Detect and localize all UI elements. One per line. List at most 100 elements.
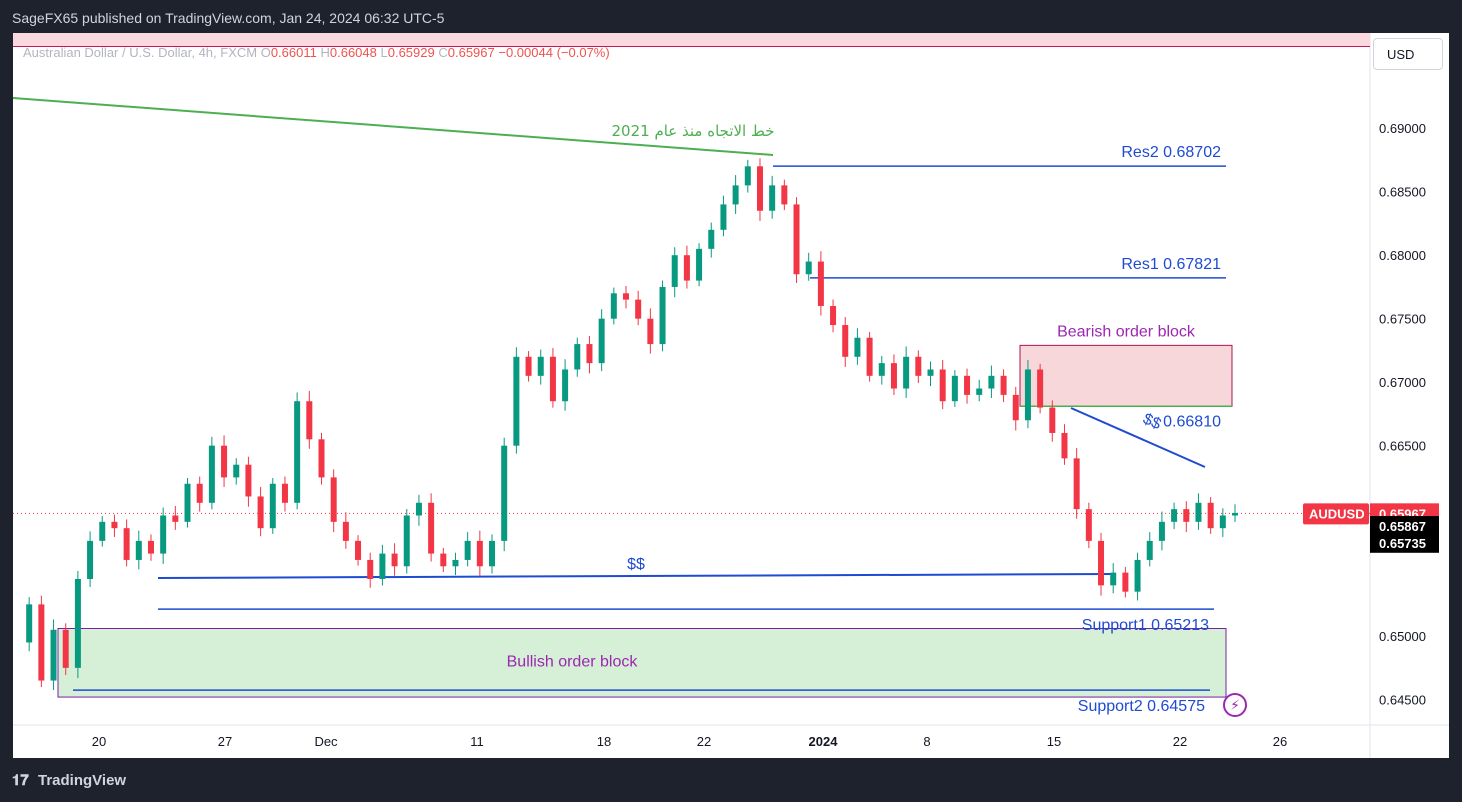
candle-body	[574, 344, 581, 370]
liquidity-label-low: $$	[627, 556, 645, 573]
candle-body	[26, 604, 33, 643]
candle-body	[172, 515, 179, 522]
tradingview-logo[interactable]: 𝟏𝟕 TradingView	[12, 772, 126, 789]
top-bar: SageFX65 published on TradingView.com, J…	[0, 0, 1462, 33]
candle-body	[184, 483, 191, 522]
candle-body	[781, 185, 788, 205]
zone-bottom-label: 0.66810	[1163, 413, 1221, 430]
liquidity-line-high	[1070, 407, 1206, 468]
candle-body	[1195, 502, 1202, 522]
price-tag-value: 0.65867	[1379, 519, 1426, 534]
candle-body	[74, 578, 81, 668]
candle-body	[805, 261, 812, 275]
footer: 𝟏𝟕 TradingView	[0, 758, 1462, 802]
y-tick-label: 0.67000	[1379, 375, 1426, 390]
chart-canvas[interactable]: Bearish order block 0.66810 Bullish order …	[13, 33, 1449, 758]
high-label: H	[320, 45, 330, 60]
candle-body	[854, 337, 861, 357]
trendline	[13, 97, 774, 156]
candle-body	[208, 445, 215, 503]
price-tag-bg	[1370, 532, 1439, 553]
candle-body	[147, 540, 154, 554]
lightning-icon[interactable]: ⚡	[1223, 693, 1247, 717]
candle-body	[62, 629, 69, 668]
candle-body	[1171, 509, 1178, 522]
candle-body	[513, 356, 520, 446]
candle-body	[1219, 515, 1226, 529]
currency-button[interactable]: USD	[1373, 38, 1443, 70]
candle-body	[817, 261, 824, 306]
candle-body	[866, 337, 873, 376]
zone-label-0: Bearish order block	[1057, 323, 1196, 340]
symbol-tag-label: AUDUSD	[1309, 506, 1365, 521]
candle-body	[111, 521, 118, 529]
candle-body	[464, 540, 471, 560]
candle-body	[1207, 502, 1214, 529]
candle-body	[549, 356, 556, 402]
candle-body	[294, 401, 301, 503]
candle-body	[1232, 512, 1238, 516]
candle-body	[379, 553, 386, 579]
x-tick-label: 11	[470, 734, 484, 749]
candle-body	[1061, 432, 1068, 459]
order-blocks: Bearish order block 0.66810 Bullish order …	[57, 323, 1233, 698]
candle-body	[903, 356, 910, 389]
candle-body	[830, 305, 837, 326]
candle-body	[489, 540, 496, 567]
candle-body	[756, 166, 763, 211]
candle-body	[537, 356, 544, 376]
candle-body	[793, 204, 800, 275]
tradingview-logo-icon: 𝟏𝟕	[12, 772, 29, 789]
y-tick-label: 0.66500	[1379, 439, 1426, 454]
candle-body	[976, 388, 983, 395]
candle-body	[696, 248, 703, 281]
candle-body	[1146, 540, 1153, 560]
price-tag-value: 0.65735	[1379, 536, 1426, 551]
price-axis: 0.69000 0.68500 0.68000 0.67500 0.67000 0.665…	[1379, 121, 1426, 707]
y-tick-label: 0.64500	[1379, 693, 1426, 708]
candle-body	[878, 363, 885, 376]
candle-body	[671, 255, 678, 287]
candles	[26, 158, 1238, 691]
candle-body	[1122, 572, 1129, 592]
price-highlight-bar	[13, 33, 1370, 47]
candle-body	[415, 502, 422, 516]
candle-body	[196, 483, 203, 503]
candle-body	[744, 166, 751, 186]
candle-body	[964, 375, 971, 395]
y-tick-label: 0.65000	[1379, 629, 1426, 644]
support-resistance-levels: Res2 0.68702 Res1 0.67821 Support1 0.65213…	[73, 144, 1226, 715]
candle-body	[1085, 509, 1092, 541]
candle-body	[1012, 394, 1019, 421]
x-tick-label: 22	[697, 734, 711, 749]
candle-body	[318, 439, 325, 478]
level-label-support1: Support1 0.65213	[1082, 617, 1209, 634]
candle-body	[50, 629, 57, 681]
x-tick-label: 26	[1273, 734, 1287, 749]
x-tick-label: 8	[923, 734, 930, 749]
x-tick-label: Dec	[314, 734, 338, 749]
change-value: −0.00044 (−0.07%)	[498, 45, 610, 60]
symbol-tag-bg	[1303, 503, 1369, 525]
candle-body	[233, 464, 240, 478]
liquidity-line-low	[157, 573, 1114, 579]
price-tag-bg	[1370, 516, 1439, 537]
candle-body	[221, 445, 228, 478]
x-tick-label: 22	[1173, 734, 1187, 749]
x-tick-label: 15	[1047, 734, 1061, 749]
candle-body	[391, 553, 398, 567]
candle-body	[647, 318, 654, 345]
x-tick-label: 18	[597, 734, 611, 749]
candle-body	[988, 375, 995, 389]
level-label-res1: Res1 0.67821	[1121, 256, 1221, 273]
candle-body	[330, 477, 337, 522]
chart-panel[interactable]: Bearish order block 0.66810 Bullish order …	[13, 33, 1449, 758]
x-tick-label: 2024	[809, 734, 839, 749]
zone-0	[1019, 344, 1233, 407]
candle-body	[1049, 407, 1056, 433]
candle-body	[87, 540, 94, 579]
liquidity-label-high: $$	[1140, 411, 1163, 434]
candle-body	[598, 318, 605, 364]
candle-body	[939, 369, 946, 402]
close-value: 0.65967	[447, 45, 495, 60]
